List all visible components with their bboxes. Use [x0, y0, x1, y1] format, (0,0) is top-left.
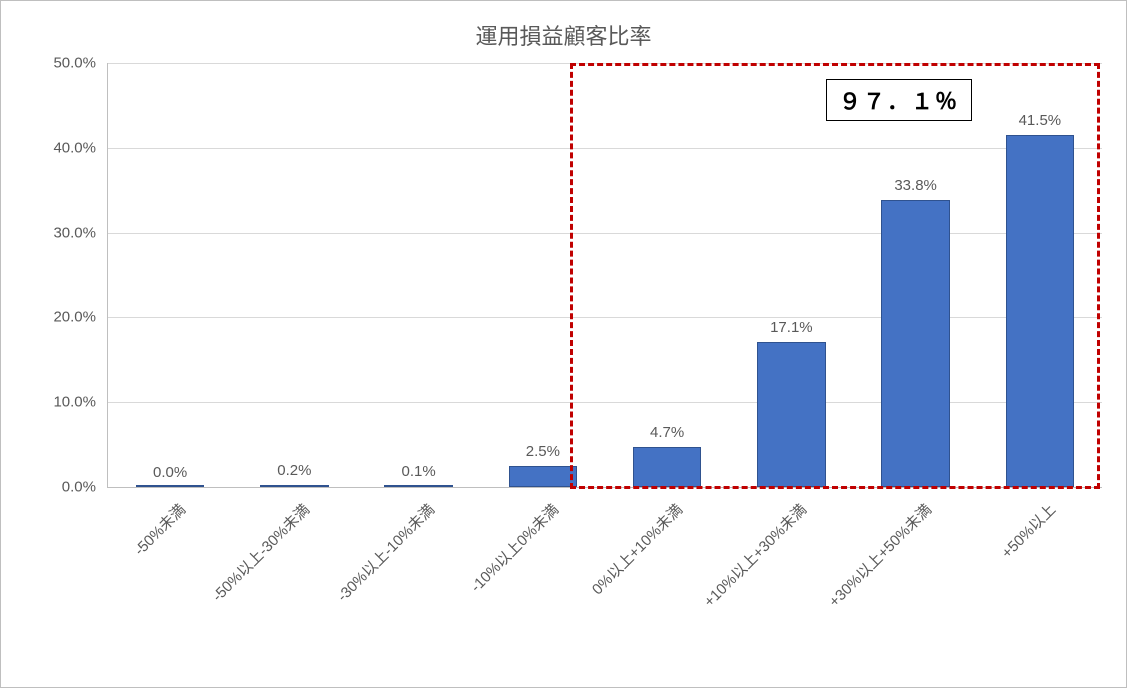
bar: [136, 485, 204, 487]
bar: [509, 466, 577, 487]
plot-area: 0.0%0.2% 0.1%2.5%4.7% 17.1% 33.8% 41.5%: [107, 63, 1102, 488]
bar-value-label: 0.1%: [359, 463, 479, 480]
bar-value-label: 2.5%: [483, 443, 603, 460]
bar: [1006, 135, 1074, 487]
xtick-label: +50%以上: [996, 499, 1059, 562]
xtick-label: -30%以上-10%未満: [332, 499, 439, 606]
bar-value-label: 33.8%: [856, 177, 976, 194]
gridline: [108, 148, 1102, 149]
bar: [633, 447, 701, 487]
bar: [881, 200, 949, 487]
chart-title: 運用損益顧客比率: [1, 19, 1126, 51]
bar-chart: 運用損益顧客比率 0.0%0.2%0.1%2.5%4.7%17.1%33.8%4…: [0, 0, 1127, 688]
gridline: [108, 63, 1102, 64]
bar: [757, 342, 825, 487]
gridline: [108, 402, 1102, 403]
xtick-label: +10%以上+30%未満: [699, 499, 811, 611]
xtick-label: -10%以上0%未満: [465, 499, 562, 596]
bar-value-label: 41.5%: [980, 112, 1100, 129]
ytick-label: 40.0%: [16, 139, 96, 156]
bar: [384, 485, 452, 487]
bar-value-label: 4.7%: [607, 424, 727, 441]
gridline: [108, 233, 1102, 234]
xtick-label: +30%以上+50%未満: [823, 499, 935, 611]
gridline: [108, 317, 1102, 318]
ytick-label: 10.0%: [16, 394, 96, 411]
ytick-label: 20.0%: [16, 309, 96, 326]
bar-value-label: 0.0%: [110, 464, 230, 481]
xtick-label: 0%以上+10%未満: [587, 499, 687, 599]
highlight-label: ９７．１％: [826, 79, 972, 121]
xtick-label: -50%以上-30%未満: [207, 499, 314, 606]
ytick-label: 0.0%: [16, 479, 96, 496]
ytick-label: 50.0%: [16, 55, 96, 72]
ytick-label: 30.0%: [16, 224, 96, 241]
xtick-label: -50%未満: [129, 499, 190, 560]
bar-value-label: 17.1%: [731, 319, 851, 336]
bar: [260, 485, 328, 487]
bar-value-label: 0.2%: [234, 462, 354, 479]
